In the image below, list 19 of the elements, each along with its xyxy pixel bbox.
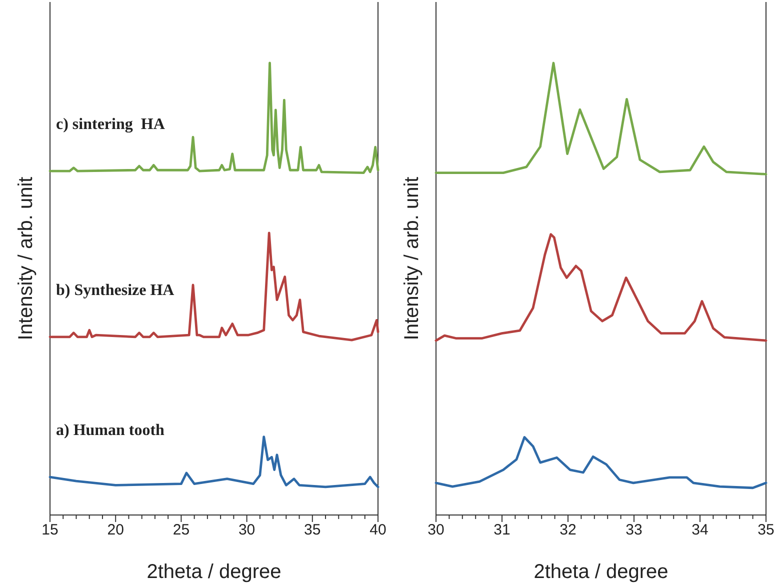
x-axis-title: 2theta / degree (146, 561, 282, 583)
x-tick-label: 34 (692, 522, 708, 539)
series-label: b) Synthesize HA (56, 282, 175, 299)
x-tick-label: 35 (758, 522, 774, 539)
x-tick-label: 35 (304, 522, 321, 539)
x-tick-label: 32 (560, 522, 576, 539)
text: a) Human tooth (56, 422, 165, 440)
x-tick-label: 40 (370, 522, 386, 539)
x-tick-label: 25 (172, 522, 190, 539)
series-label: c) sintering HA (56, 116, 166, 134)
x-tick-label: 33 (626, 522, 642, 539)
y-axis-title: Intensity / arb. unit (15, 176, 37, 340)
x-tick-label: 30 (238, 522, 256, 539)
x-axis-title: 2theta / degree (534, 561, 668, 583)
x-tick-label: 20 (107, 522, 124, 539)
x-tick-label: 15 (42, 522, 58, 539)
x-tick-label: 31 (494, 522, 510, 539)
y-axis-title: Intensity / arb. unit (401, 176, 423, 340)
x-tick-label: 30 (428, 522, 444, 539)
